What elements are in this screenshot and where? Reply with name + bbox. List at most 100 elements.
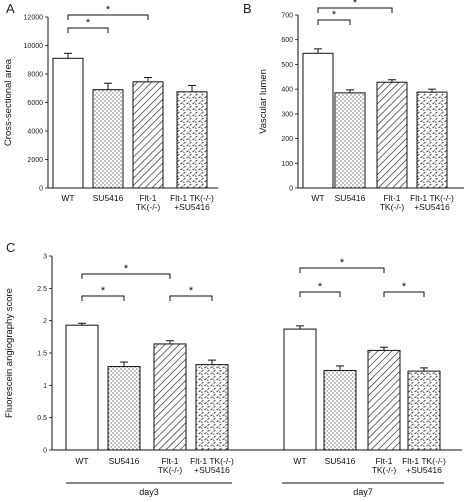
significance-bracket <box>317 19 351 25</box>
y-tick-label: 300 <box>281 111 293 118</box>
category-label-line: WT <box>75 456 88 466</box>
category-label-line: +SU5416 <box>174 202 210 212</box>
y-tick-label: 2 <box>43 318 47 325</box>
bar <box>52 57 84 189</box>
y-tick-label: 3 <box>43 254 47 261</box>
category-label: SU5416 <box>335 193 366 203</box>
y-tick-label: 8000 <box>27 72 43 79</box>
category-label-line: Flt-1 TK(-/-) <box>170 193 214 203</box>
group-label: day3 <box>139 487 159 497</box>
y-tick-label: 1 <box>43 383 47 390</box>
significance-star: * <box>402 281 407 293</box>
significance-bracket <box>67 14 149 20</box>
bar <box>195 364 229 451</box>
category-label: SU5416 <box>325 456 356 466</box>
y-tick-label: 0 <box>289 186 293 193</box>
bar <box>302 52 334 189</box>
significance-star: * <box>332 9 337 21</box>
panel-letter-c: C <box>6 240 15 255</box>
category-label-line: +SU5416 <box>414 202 450 212</box>
significance-star: * <box>124 263 129 275</box>
bar <box>283 328 317 451</box>
category-label-line: SU5416 <box>93 193 124 203</box>
significance-star: * <box>353 0 358 9</box>
chart-panel-a: 0 2000 4000 6000 8000 10000 12000 Cross-section… <box>3 4 218 212</box>
category-label-line: +SU5416 <box>194 465 230 475</box>
category-label: Flt-1 TK(-/-) +SU5416 <box>170 193 214 212</box>
category-label: WT <box>311 193 324 203</box>
bar <box>92 89 124 189</box>
significance-bracket <box>299 291 341 297</box>
y-tick-label: 10000 <box>24 43 44 50</box>
y-axis-title: Vascular lumen <box>258 69 269 134</box>
y-tick-label: 4000 <box>27 129 43 136</box>
bar <box>376 81 408 189</box>
category-label: SU5416 <box>93 193 124 203</box>
y-tick-label: 500 <box>281 62 293 69</box>
category-label: Flt-1 TK(-/-) <box>158 456 183 475</box>
category-label-line: TK(-/-) <box>372 465 397 475</box>
significance-star: * <box>318 281 323 293</box>
category-label: SU5416 <box>109 456 140 466</box>
significance-star: * <box>86 17 91 29</box>
category-label-line: Flt-1 <box>376 456 393 466</box>
y-tick-label: 0 <box>39 186 43 193</box>
y-tick-label: 0 <box>43 448 47 455</box>
y-tick-label: 0.5 <box>37 415 47 422</box>
panel-letter-a: A <box>6 1 15 16</box>
y-tick-label: 100 <box>281 161 293 168</box>
bar <box>334 92 366 189</box>
significance-bracket <box>317 7 393 13</box>
category-label-line: TK(-/-) <box>158 465 183 475</box>
category-label: Flt-1 TK(-/-) +SU5416 <box>402 456 446 475</box>
bar <box>107 366 141 451</box>
category-label-line: SU5416 <box>109 456 140 466</box>
category-label: Flt-1 TK(-/-) +SU5416 <box>410 193 454 212</box>
y-tick-label: 600 <box>281 37 293 44</box>
category-label-line: SU5416 <box>325 456 356 466</box>
significance-bracket <box>169 295 213 301</box>
category-label-line: TK(-/-) <box>136 202 161 212</box>
category-label-line: SU5416 <box>335 193 366 203</box>
category-label-line: WT <box>293 456 306 466</box>
panel-letter-b: B <box>243 1 252 16</box>
significance-star: * <box>101 285 106 297</box>
y-tick-label: 700 <box>281 13 293 20</box>
category-label: WT <box>293 456 306 466</box>
significance-star: * <box>106 4 111 16</box>
category-label-line: TK(-/-) <box>380 202 405 212</box>
y-tick-label: 1.5 <box>37 351 47 358</box>
y-tick-label: 200 <box>281 136 293 143</box>
category-label-line: WT <box>311 193 324 203</box>
bar <box>153 343 187 451</box>
category-label: Flt-1 TK(-/-) <box>372 456 397 475</box>
significance-bracket <box>81 295 125 301</box>
category-label: Flt-1 TK(-/-) <box>380 193 405 212</box>
group-label: day7 <box>353 487 373 497</box>
category-label-line: Flt-1 <box>140 193 157 203</box>
category-label-line: Flt-1 TK(-/-) <box>410 193 454 203</box>
bar <box>65 324 99 451</box>
bar <box>132 81 164 189</box>
y-tick-label: 2000 <box>27 157 43 164</box>
significance-bracket <box>383 291 425 297</box>
bar <box>407 370 441 451</box>
y-tick-label: 6000 <box>27 100 43 107</box>
category-label-line: Flt-1 TK(-/-) <box>402 456 446 466</box>
category-label-line: Flt-1 <box>162 456 179 466</box>
category-label: Flt-1 TK(-/-) <box>136 193 161 212</box>
category-label-line: +SU5416 <box>406 465 442 475</box>
significance-bracket <box>81 273 171 279</box>
category-label-line: WT <box>61 193 74 203</box>
y-axis-title: Fluorescein angiography score <box>4 288 15 418</box>
y-axis-title: Cross-sectional area <box>3 58 14 146</box>
category-label-line: Flt-1 <box>384 193 401 203</box>
bar <box>367 349 401 451</box>
significance-bracket <box>299 267 385 273</box>
category-label: WT <box>61 193 74 203</box>
y-tick-label: 12000 <box>24 15 44 22</box>
category-label: WT <box>75 456 88 466</box>
category-label: Flt-1 TK(-/-) +SU5416 <box>190 456 234 475</box>
y-tick-label: 2.5 <box>37 286 47 293</box>
